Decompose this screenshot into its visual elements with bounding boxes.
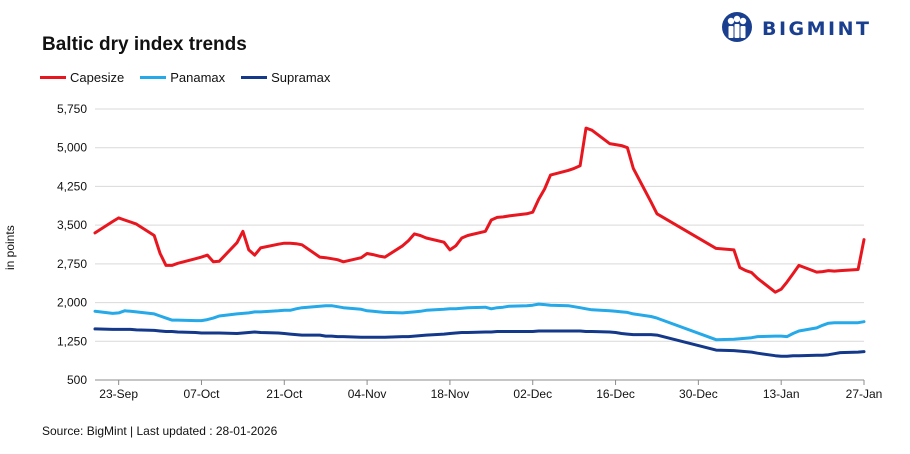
y-tick-label: 500 (67, 373, 87, 387)
legend-item-supramax: Supramax (241, 70, 330, 85)
y-tick-label: 1,250 (57, 334, 87, 348)
legend-item-capesize: Capesize (40, 70, 124, 85)
legend-swatch-panamax (140, 76, 167, 79)
chart-legend: Capesize Panamax Supramax (40, 70, 330, 85)
x-tick-label: 16-Dec (596, 387, 635, 401)
x-tick-label: 13-Jan (763, 387, 800, 401)
legend-label-supramax: Supramax (271, 70, 331, 85)
y-tick-label: 3,500 (57, 218, 87, 232)
legend-label-capesize: Capesize (70, 70, 125, 85)
x-tick-label: 07-Oct (183, 387, 220, 401)
series-line-supramax (93, 327, 866, 358)
legend-swatch-supramax (241, 76, 268, 79)
x-tick-label: 27-Jan (846, 387, 883, 401)
x-tick-label: 23-Sep (99, 387, 138, 401)
x-tick-label: 04-Nov (348, 387, 387, 401)
brand-logo: BIGMINT (720, 10, 900, 44)
y-tick-label: 2,000 (57, 296, 87, 310)
brand-name: BIGMINT (762, 18, 872, 40)
bigmint-logo-icon (722, 12, 752, 42)
y-tick-label: 5,000 (57, 141, 87, 155)
legend-swatch-capesize (40, 76, 66, 79)
series-line-panamax (93, 302, 866, 342)
chart-title: Baltic dry index trends (42, 34, 247, 55)
y-tick-label: 5,750 (57, 102, 87, 116)
x-tick-label: 30-Dec (679, 387, 718, 401)
x-tick-label: 18-Nov (431, 387, 470, 401)
x-tick-label: 02-Dec (513, 387, 552, 401)
x-tick-label: 21-Oct (266, 387, 303, 401)
series-line-capesize (93, 126, 866, 294)
source-note: Source: BigMint | Last updated : 28-01-2… (42, 424, 278, 438)
legend-item-panamax: Panamax (140, 70, 225, 85)
y-tick-label: 4,250 (57, 179, 87, 193)
y-tick-label: 2,750 (57, 257, 87, 271)
legend-label-panamax: Panamax (170, 70, 226, 85)
